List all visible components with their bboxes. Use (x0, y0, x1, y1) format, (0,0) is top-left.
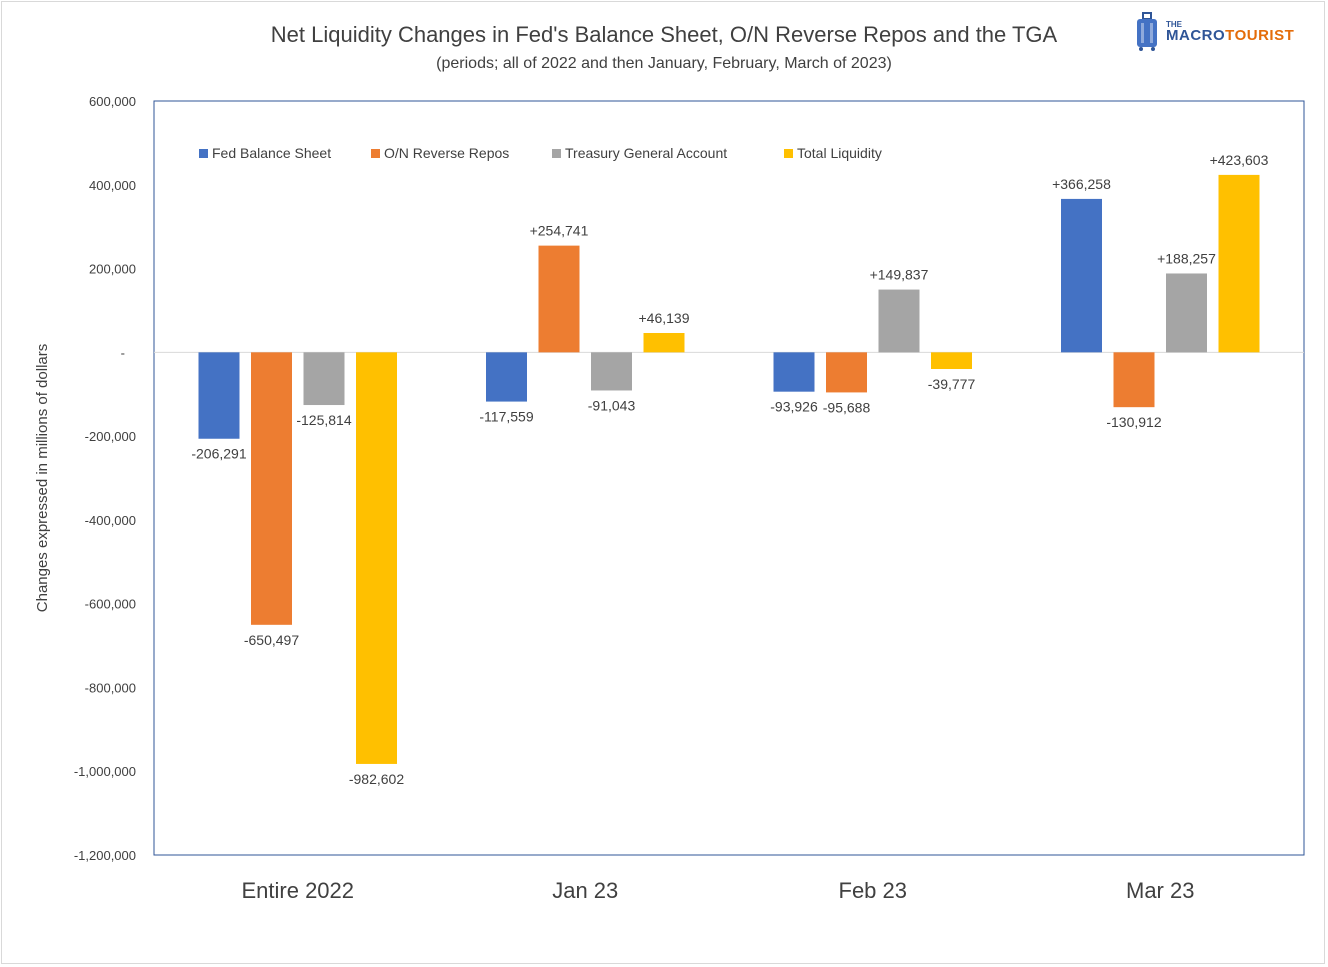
y-tick-label: -200,000 (85, 429, 136, 444)
logo-small-text: THE (1166, 20, 1182, 29)
bar (1218, 174, 1260, 353)
chart-title: Net Liquidity Changes in Fed's Balance S… (270, 22, 1058, 47)
x-tick-label: Jan 23 (552, 878, 618, 903)
y-axis-label: Changes expressed in millions of dollars (34, 344, 51, 612)
data-label: -130,912 (1106, 414, 1161, 430)
y-tick-label: -600,000 (85, 597, 136, 612)
bar (251, 352, 292, 625)
chart-subtitle: (periods; all of 2022 and then January, … (436, 55, 892, 72)
y-tick-label: 400,000 (89, 178, 136, 193)
bar (486, 352, 527, 402)
data-label: -125,814 (296, 412, 351, 428)
bar (878, 289, 920, 353)
y-tick-label: -1,200,000 (74, 848, 136, 863)
legend-label: Total Liquidity (797, 145, 882, 161)
data-label: -39,777 (928, 376, 976, 392)
legend-swatch (371, 149, 380, 158)
bar (826, 352, 867, 393)
data-label: -117,559 (479, 409, 533, 425)
data-label: +366,258 (1052, 176, 1111, 192)
bar (538, 245, 580, 353)
x-tick-label: Feb 23 (839, 878, 908, 903)
bar (198, 352, 240, 439)
bar (1113, 352, 1155, 408)
logo-tourist-text: TOURIST (1225, 27, 1295, 44)
bar (591, 352, 632, 391)
legend-swatch (552, 149, 561, 158)
data-label: -91,043 (588, 397, 636, 413)
data-label: +46,139 (639, 310, 690, 326)
y-tick-label: -400,000 (85, 513, 136, 528)
data-label: -95,688 (823, 399, 871, 415)
legend-label: O/N Reverse Repos (384, 145, 509, 161)
legend-swatch (784, 149, 793, 158)
logo-wordmark: MACROTOURIST (1166, 27, 1294, 44)
bar (1061, 198, 1102, 353)
data-label: +423,603 (1210, 152, 1269, 168)
y-tick-label: 200,000 (89, 262, 136, 277)
data-label: +254,741 (530, 223, 589, 239)
legend-label: Treasury General Account (565, 145, 727, 161)
macro-tourist-logo: THE MACROTOURIST (1134, 12, 1314, 52)
y-tick-label: -800,000 (85, 680, 136, 695)
data-label: -982,602 (349, 771, 404, 787)
bar (303, 352, 345, 406)
legend-label: Fed Balance Sheet (212, 145, 331, 161)
x-tick-label: Entire 2022 (241, 878, 354, 903)
plot-area-border (153, 100, 1305, 856)
bar (773, 352, 815, 392)
data-label: +188,257 (1157, 250, 1216, 266)
suitcase-icon (1137, 12, 1157, 51)
x-tick-label: Mar 23 (1126, 878, 1194, 903)
bar (931, 352, 972, 369)
data-label: -93,926 (770, 399, 818, 415)
y-tick-label: -1,000,000 (74, 764, 136, 779)
bar (1166, 273, 1207, 353)
logo-macro-text: MACRO (1166, 27, 1226, 44)
data-label: -650,497 (244, 632, 299, 648)
legend-swatch (199, 149, 208, 158)
bar (356, 352, 397, 764)
data-label: +149,837 (870, 267, 929, 283)
data-label: -206,291 (191, 446, 246, 462)
y-tick-label: - (121, 345, 125, 360)
bar (643, 333, 685, 353)
y-tick-label: 600,000 (89, 94, 136, 109)
